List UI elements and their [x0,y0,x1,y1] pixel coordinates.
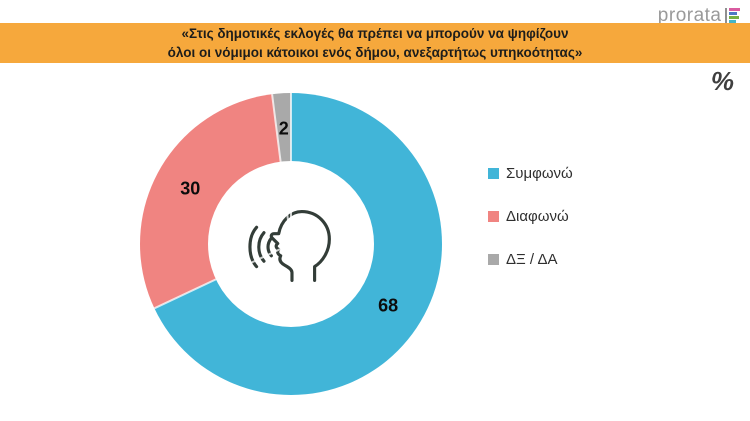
slice-divider [290,93,292,244]
legend-swatch-agree [488,168,499,179]
legend-item-dk-na: ΔΞ / ΔΑ [488,252,573,267]
prorata-logo-barchart-icon [724,7,740,24]
donut-chart: 68 30 2 [140,93,442,395]
question-banner: «Στις δημοτικές εκλογές θα πρέπει να μπο… [0,23,750,63]
slice-value-label: 30 [180,178,201,199]
prorata-logo-text: prorata [657,5,722,26]
legend-label-dk-na: ΔΞ / ΔΑ [506,251,558,268]
question-title-line2: όλοι οι νόμιμοι κάτοικοι ενός δήμου, ανε… [167,45,583,60]
percent-unit-label: % [710,66,734,96]
logo-stripe-teal [729,20,736,23]
legend-label-disagree: Διαφωνώ [506,208,569,225]
logo-stripe-blue [729,12,737,15]
legend-swatch-disagree [488,211,499,222]
legend-swatch-dk-na [488,254,499,265]
slice-value-label: 68 [378,295,399,316]
prorata-logo: prorata [658,6,740,25]
legend: Συμφωνώ Διαφωνώ ΔΞ / ΔΑ [488,166,573,267]
question-title-line1: «Στις δημοτικές εκλογές θα πρέπει να μπο… [181,26,569,41]
logo-axis-bar [724,7,727,24]
legend-item-disagree: Διαφωνώ [488,209,573,224]
legend-label-agree: Συμφωνώ [506,165,573,182]
logo-stripes [729,8,740,23]
logo-stripe-pink [729,8,740,11]
slice-value-label: 2 [278,118,289,139]
logo-stripe-green [729,16,739,19]
legend-item-agree: Συμφωνώ [488,166,573,181]
